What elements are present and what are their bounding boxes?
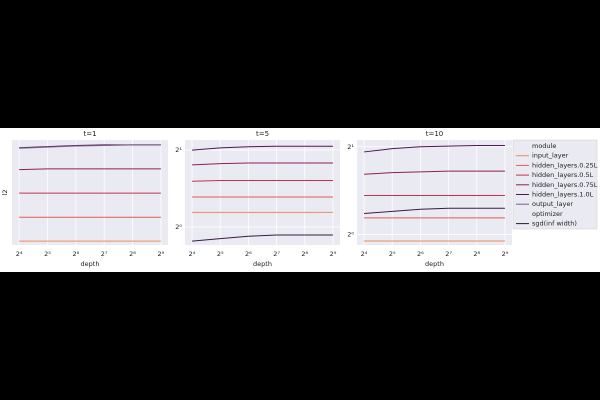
y-axis-label: l2 (1, 190, 9, 196)
chart-title: t=10 (426, 130, 444, 138)
plot-area (185, 140, 340, 245)
x-tick-label: 2⁴ (189, 250, 196, 258)
x-tick-label: 2⁵ (389, 250, 396, 258)
x-tick-label: 2⁶ (245, 250, 252, 258)
plot-area (12, 140, 168, 245)
x-tick-label: 2⁴ (361, 250, 368, 258)
series-line: hidden_layers.0.75L (19, 168, 161, 171)
x-tick-label: 2⁷ (445, 250, 452, 258)
y-tick-label: 2¹ (347, 143, 354, 151)
x-tick-label: 2⁶ (417, 250, 424, 258)
x-tick-label: 2⁹ (330, 250, 337, 258)
legend-label: output_layer (532, 200, 573, 208)
series-line: output_layer (192, 234, 333, 242)
x-tick-label: 2⁹ (158, 250, 165, 258)
legend-label: input_layer (532, 152, 569, 160)
x-tick-label: 2⁵ (44, 250, 51, 258)
series-line: output_layer (364, 207, 505, 215)
legend-label: hidden_layers.0.75L (532, 181, 598, 189)
series-line: hidden_layers.0.75L (192, 162, 333, 166)
series-line: hidden_layers.0.75L (364, 170, 505, 175)
y-tick-label: 2⁰ (175, 223, 182, 231)
x-tick-label: 2⁸ (129, 250, 136, 258)
x-axis-label: depth (81, 260, 100, 268)
x-tick-label: 2⁶ (72, 250, 79, 258)
series-line: hidden_layers.0.5L (192, 180, 333, 182)
legend-label: hidden_layers.0.25L (532, 161, 598, 169)
x-tick-label: 2⁹ (502, 250, 509, 258)
chart-title: t=5 (256, 130, 269, 138)
x-tick-label: 2⁸ (473, 250, 480, 258)
legend-title: module (532, 142, 556, 150)
legend-label: sgd(inf width) (532, 220, 577, 228)
legend-label: hidden_layers.0.5L (532, 171, 594, 179)
x-axis-label: depth (253, 260, 272, 268)
x-tick-label: 2⁵ (217, 250, 224, 258)
plot-area (357, 140, 512, 245)
series-line: hidden_layers.1.0L (364, 145, 505, 153)
y-tick-label: 2⁰ (347, 230, 354, 238)
x-tick-label: 2⁸ (301, 250, 308, 258)
series-line: hidden_layers.1.0L (192, 145, 333, 151)
chart-title: t=1 (83, 130, 96, 138)
x-axis-label: depth (425, 260, 444, 268)
y-tick-label: 2¹ (175, 146, 182, 154)
series-line: output_layer (19, 144, 161, 149)
x-tick-label: 2⁴ (16, 250, 23, 258)
legend-label: hidden_layers.1.0L (532, 191, 594, 199)
legend-title: optimizer (532, 210, 563, 218)
x-tick-label: 2⁷ (101, 250, 108, 258)
x-tick-label: 2⁷ (273, 250, 280, 258)
